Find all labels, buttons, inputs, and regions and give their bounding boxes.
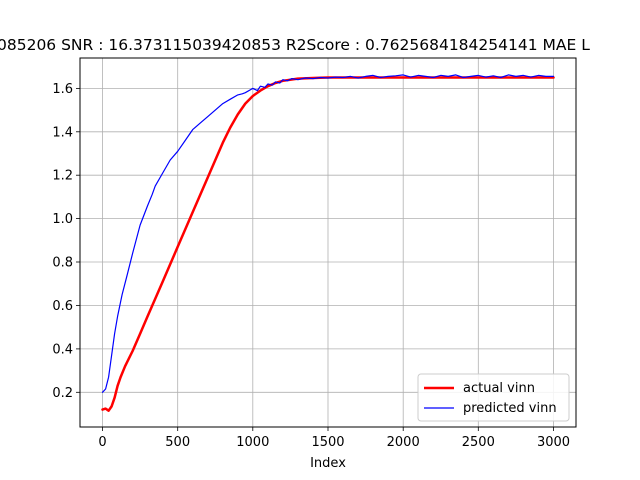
legend-box xyxy=(417,373,570,422)
y-tick-label: 0.8 xyxy=(52,256,73,271)
x-axis: 0 500 1000 1500 2000 2500 3000 xyxy=(98,427,570,450)
y-tick-label: 1.0 xyxy=(52,212,73,227)
y-tick-label: 1.4 xyxy=(52,125,73,140)
x-tick-label: 1000 xyxy=(236,435,269,450)
y-tick-label: 0.4 xyxy=(52,342,73,357)
x-tick-label: 500 xyxy=(165,435,190,450)
y-axis: 0.2 0.4 0.6 0.8 1.0 1.2 1.4 1.6 xyxy=(52,82,80,401)
legend-label-predicted-vinn: predicted vinn xyxy=(463,401,557,416)
y-tick-label: 0.6 xyxy=(52,299,73,314)
chart-title: 085206 SNR : 16.373115039420853 R2Score … xyxy=(0,36,590,54)
series-line-predicted-vinn xyxy=(101,74,555,393)
x-tick-label: 2500 xyxy=(462,435,495,450)
x-tick-label: 1500 xyxy=(311,435,344,450)
legend-label-actual-vinn: actual vinn xyxy=(463,381,535,396)
y-tick-label: 0.2 xyxy=(52,386,73,401)
y-tick-label: 1.6 xyxy=(52,82,73,97)
x-tick-label: 3000 xyxy=(537,435,570,450)
series-layer xyxy=(101,74,555,412)
x-axis-label: Index xyxy=(310,456,346,471)
grid-lines xyxy=(80,58,576,427)
legend: actual vinn predicted vinn xyxy=(417,373,570,422)
x-tick-label: 2000 xyxy=(387,435,420,450)
x-tick-label: 0 xyxy=(98,435,106,450)
y-tick-label: 1.2 xyxy=(52,169,73,184)
